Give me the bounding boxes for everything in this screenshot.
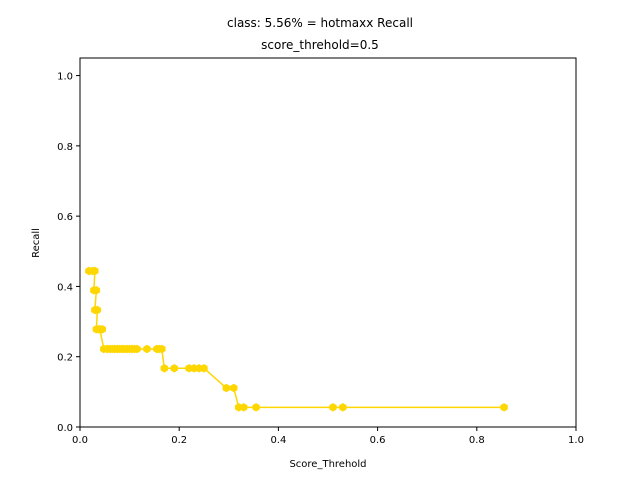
data-point [91, 266, 99, 276]
data-point [329, 403, 337, 412]
data-point [93, 305, 102, 315]
plot-frame [79, 57, 577, 428]
x-axis: 0.0 0.2 0.4 0.6 0.8 1.0 [72, 427, 584, 446]
x-tick-label: 0.6 [370, 435, 386, 446]
x-axis-label: Score_Threhold [289, 459, 366, 470]
y-tick-label: 0.2 [57, 353, 73, 364]
y-axis: 0.0 0.2 0.4 0.6 0.8 1.0 [57, 72, 80, 434]
data-point [222, 383, 231, 393]
x-tick-label: 0.2 [171, 435, 187, 446]
data-point [133, 344, 141, 354]
data-point [160, 364, 169, 373]
data-point [200, 364, 208, 373]
data-point [158, 344, 166, 354]
data-point [339, 403, 347, 412]
x-tick-label: 0.4 [270, 435, 286, 446]
y-axis-label: Recall [31, 228, 42, 258]
data-point [92, 286, 101, 295]
data-point [170, 364, 178, 373]
x-tick-label: 0.0 [72, 435, 88, 446]
y-tick-label: 1.0 [57, 72, 73, 83]
data-point [239, 403, 248, 412]
x-tick-label: 1.0 [568, 435, 584, 446]
data-point [96, 325, 104, 334]
y-tick-label: 0.4 [57, 282, 73, 293]
series-line [88, 270, 505, 409]
y-tick-label: 0.0 [57, 423, 73, 434]
data-point [252, 403, 260, 412]
y-tick-label: 0.8 [57, 142, 73, 153]
series-layer [85, 266, 508, 412]
data-point [143, 344, 151, 354]
y-tick-label: 0.6 [57, 212, 73, 223]
chart-title: class: 5.56% = hotmaxx Recall [227, 16, 413, 30]
x-tick-label: 0.8 [469, 435, 485, 446]
chart-subtitle: score_threhold=0.5 [261, 38, 379, 52]
data-point [230, 383, 238, 393]
data-point [500, 403, 508, 412]
